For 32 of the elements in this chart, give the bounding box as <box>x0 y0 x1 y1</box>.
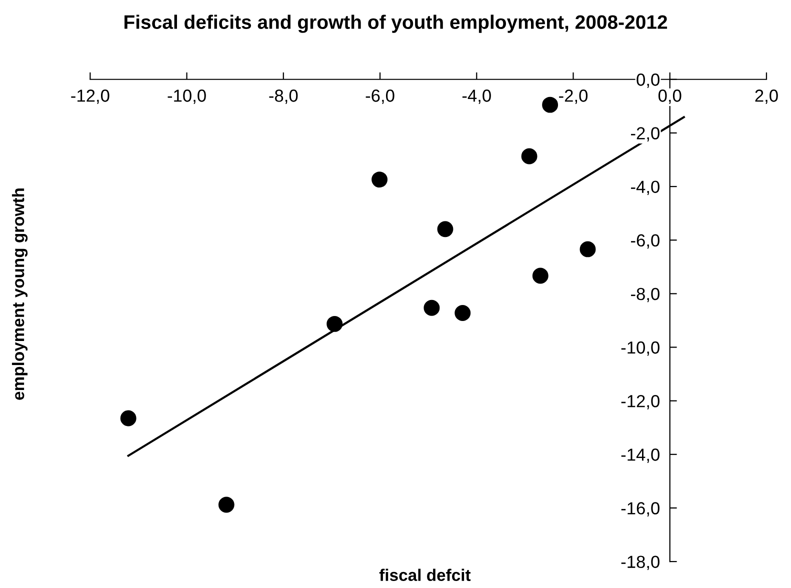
y-tick-label: -12,0 <box>621 394 660 410</box>
point <box>532 268 548 284</box>
point <box>437 221 454 238</box>
point <box>454 304 471 321</box>
x-tick-label: -8,0 <box>269 90 298 104</box>
x-tick-label: 0,0 <box>658 90 682 104</box>
x-tick-label: 2,0 <box>755 90 778 104</box>
x-tick-label: -6,0 <box>366 90 394 104</box>
x-tick-label: -12,0 <box>71 90 110 104</box>
y-axis-title: employment young growth <box>12 188 28 400</box>
point <box>326 316 343 332</box>
y-tick-label: -18,0 <box>621 556 660 570</box>
point <box>521 148 538 164</box>
point <box>372 172 388 188</box>
y-tick-label: -2,0 <box>631 127 660 142</box>
x-tick-label: -10,0 <box>168 90 206 104</box>
x-tick-label: -2,0 <box>559 90 588 104</box>
point <box>542 96 558 113</box>
y-tick-label: -14,0 <box>621 448 660 463</box>
x-tick-label: -4,0 <box>462 90 491 104</box>
y-tick-label: 0,0 <box>636 74 660 88</box>
y-tick-label: -10,0 <box>621 341 660 356</box>
y-tick-label: -16,0 <box>621 502 660 516</box>
y-tick-label: -6,0 <box>631 234 660 249</box>
point <box>120 410 136 426</box>
x-axis-title: fiscal defcit <box>379 568 471 582</box>
point <box>218 496 234 513</box>
point <box>580 241 596 258</box>
y-tick-label: -4,0 <box>631 180 660 196</box>
point <box>424 300 440 316</box>
y-tick-label: -8,0 <box>631 288 660 302</box>
chart-title: Fiscal deficits and growth of youth employment, 2008-2012 <box>124 14 668 33</box>
